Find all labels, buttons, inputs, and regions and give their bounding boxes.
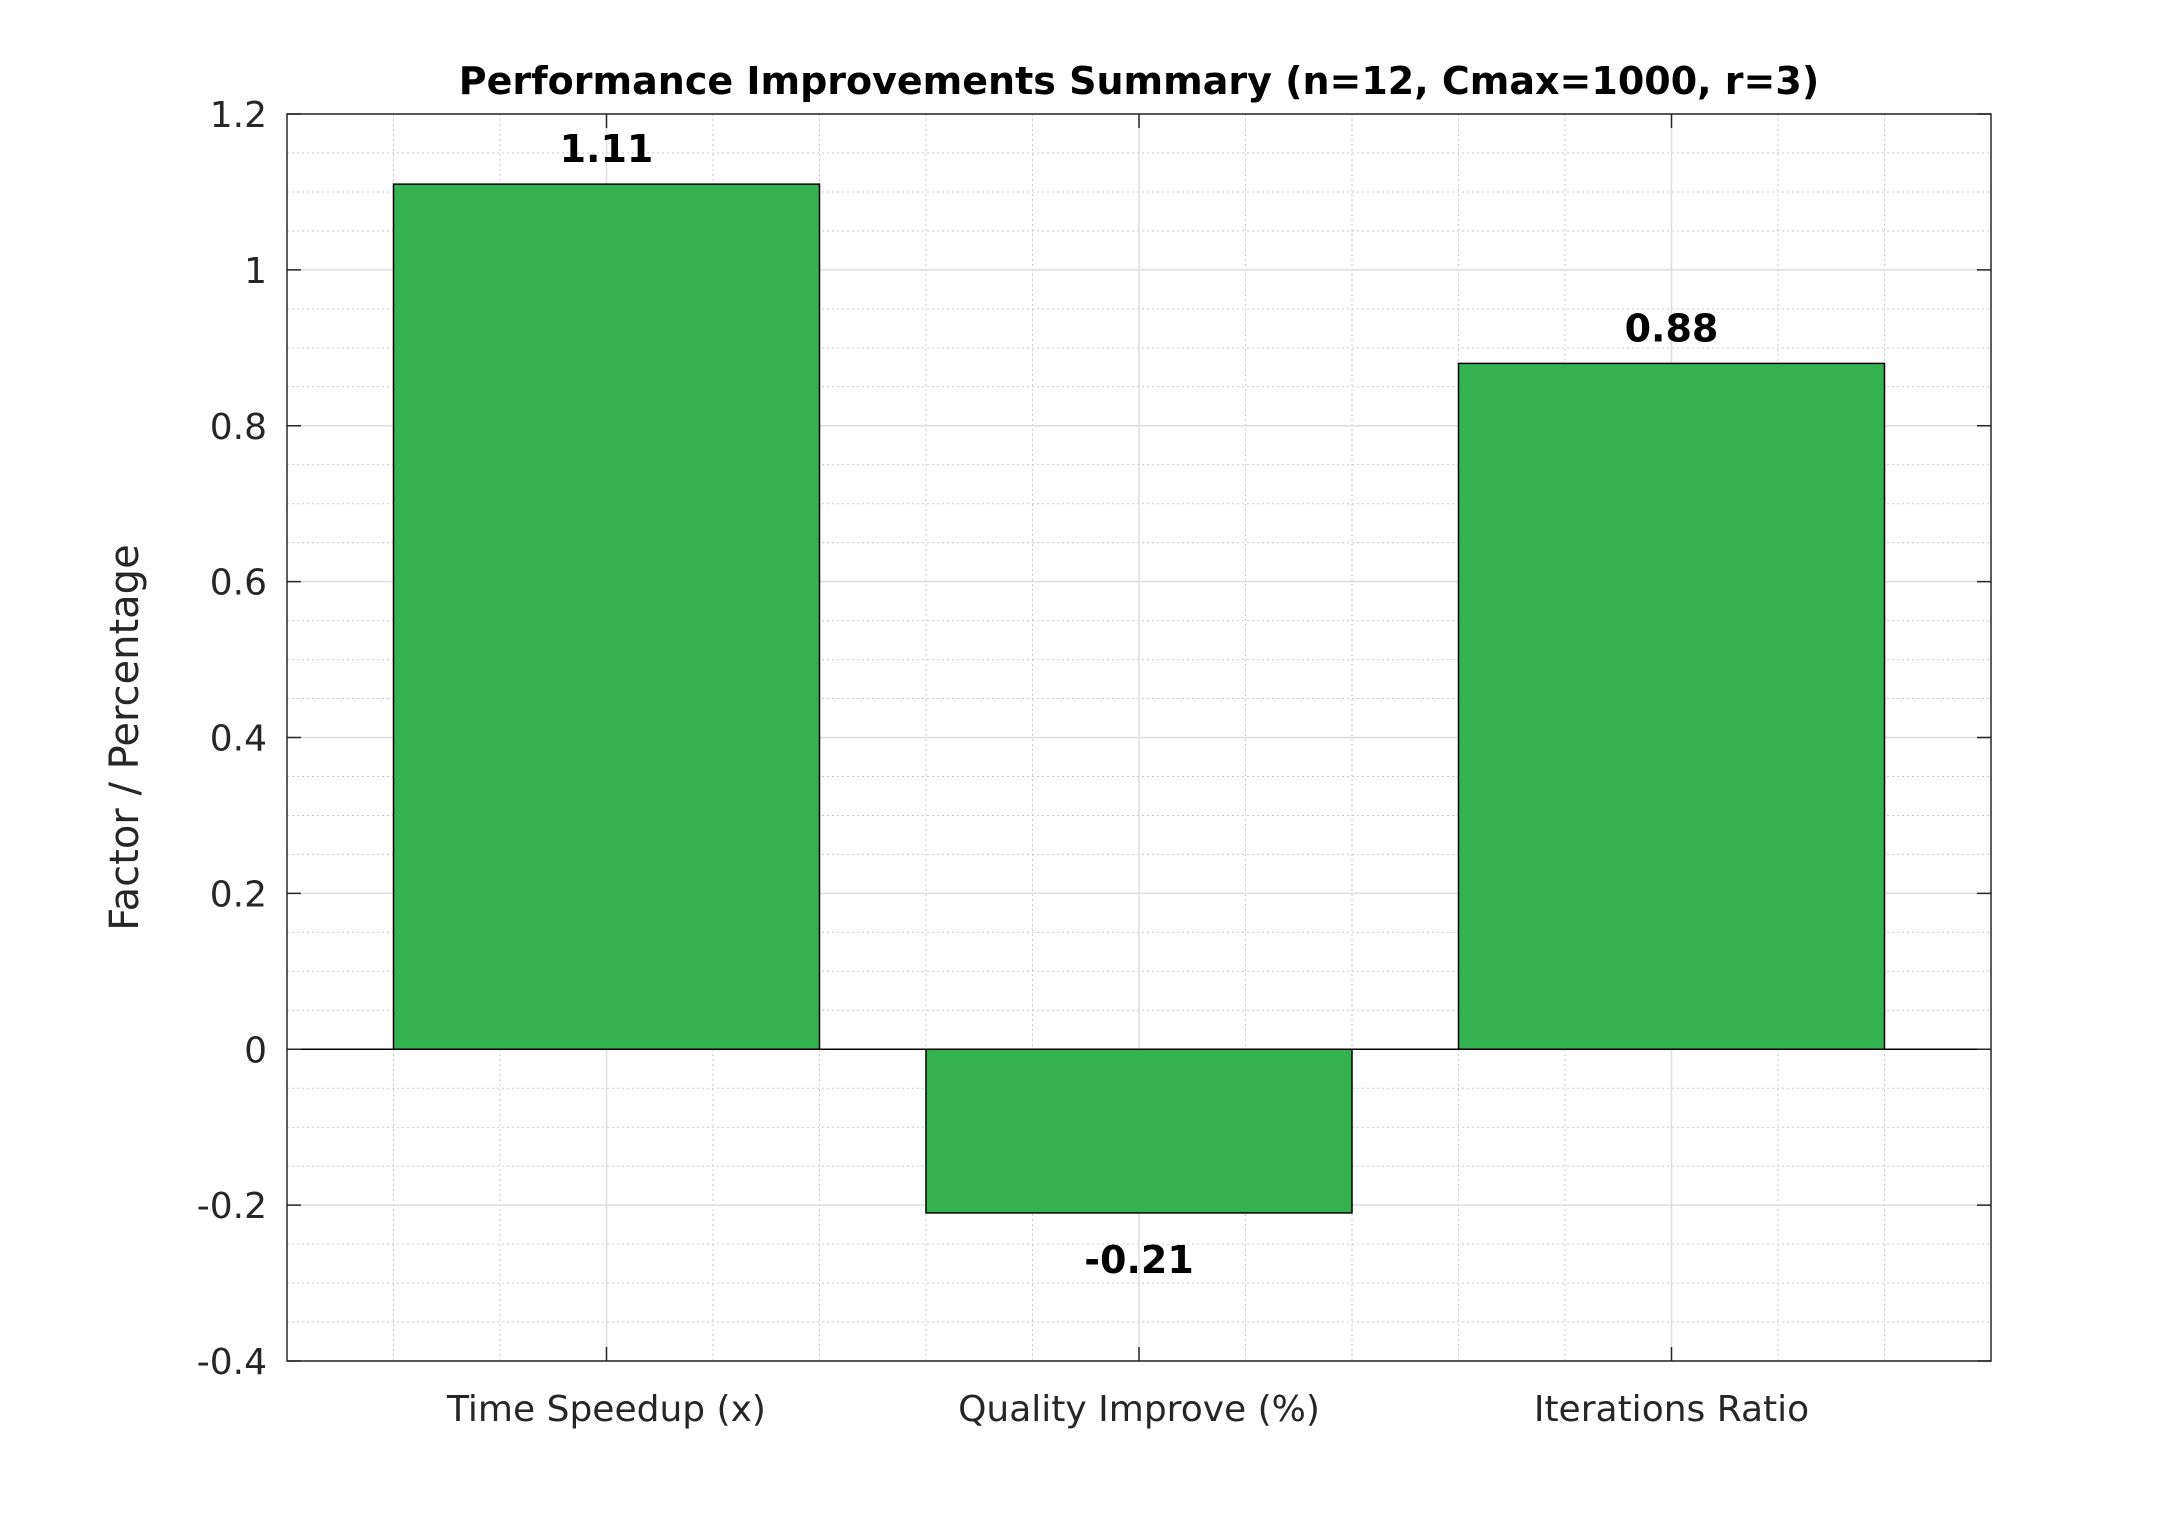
y-tick-label: 0.4 [210, 719, 267, 760]
y-tick-label: 0.8 [210, 407, 267, 448]
bars [392, 183, 1886, 1214]
x-tick-label: Quality Improve (%) [958, 1389, 1320, 1430]
x-tick-label: Iterations Ratio [1534, 1389, 1809, 1430]
data-label: 0.88 [1625, 306, 1719, 350]
x-tick-labels: Time Speedup (x) Quality Improve (%) Itera… [446, 1389, 1809, 1430]
y-tick-label: -0.4 [197, 1342, 267, 1383]
bar [925, 1048, 1353, 1214]
tick-marks [287, 113, 1991, 1362]
y-tick-label: 1 [244, 251, 267, 292]
bar [1457, 362, 1886, 1050]
x-tick-label: Time Speedup (x) [446, 1389, 766, 1430]
y-axis-label: Factor / Percentage [102, 544, 148, 930]
y-tick-label: 0.2 [210, 874, 267, 915]
bar [392, 183, 821, 1051]
y-tick-label: 0 [244, 1030, 267, 1071]
data-label: 1.11 [560, 127, 654, 171]
chart-title: Performance Improvements Summary (n=12, … [459, 59, 1819, 103]
data-label: -0.21 [1084, 1238, 1194, 1282]
y-tick-label: -0.2 [197, 1186, 267, 1227]
y-tick-label: 0.6 [210, 563, 267, 604]
y-tick-label: 1.2 [210, 95, 267, 136]
data-labels: 1.11 -0.21 0.88 [560, 127, 1719, 1282]
y-tick-labels: -0.4 -0.2 0 0.2 0.4 0.6 0.8 1 1.2 [197, 95, 267, 1383]
